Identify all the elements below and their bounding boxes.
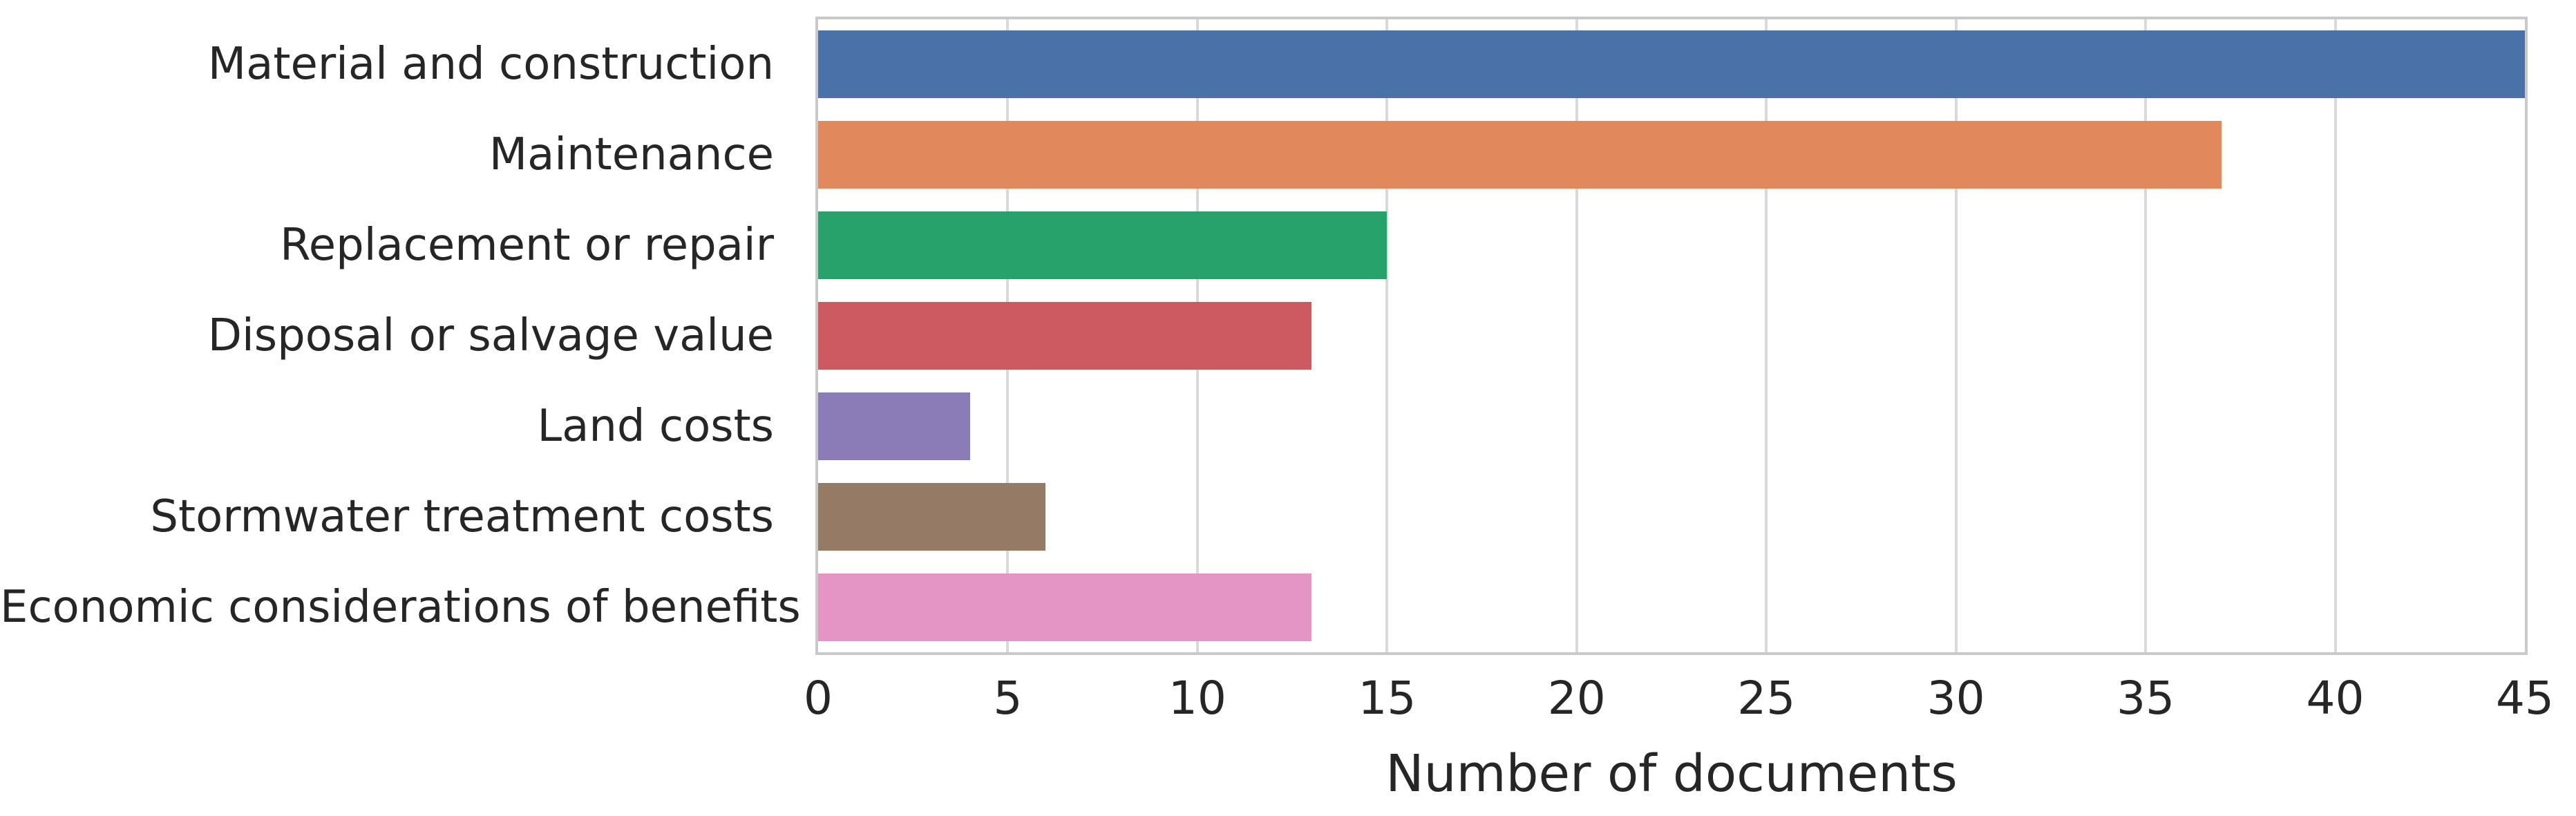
x-tick-label-35: 35 [2116, 672, 2175, 725]
x-tick-label-0: 0 [804, 672, 833, 725]
gridline-x-40 [2333, 19, 2337, 652]
bar-stormwater-treatment-costs [818, 482, 1046, 551]
category-label: Replacement or repair [280, 220, 774, 272]
gridline-x-20 [1575, 19, 1578, 652]
bar-economic-considerations-of-benefits [818, 573, 1311, 641]
category-label: Disposal or salvage value [207, 310, 774, 361]
x-axis-title: Number of documents [1385, 744, 1958, 804]
gridline-x-25 [1765, 19, 1768, 652]
bar-maintenance [818, 121, 2222, 189]
x-tick-label-15: 15 [1358, 672, 1417, 725]
x-tick-label-40: 40 [2306, 672, 2365, 725]
category-label: Material and construction [207, 39, 774, 91]
gridline-x-15 [1385, 19, 1389, 652]
x-tick-label-10: 10 [1168, 672, 1227, 725]
bar-replacement-or-repair [818, 211, 1388, 280]
gridline-x-35 [2144, 19, 2148, 652]
bar-material-and-construction [818, 30, 2525, 99]
category-label: Economic considerations of benefits [0, 581, 801, 633]
x-tick-label-45: 45 [2496, 672, 2554, 725]
x-tick-label-25: 25 [1737, 672, 1796, 725]
y-axis-category-labels: Material and construction Maintenance Repl… [0, 17, 801, 655]
category-label: Stormwater treatment costs [150, 491, 774, 542]
bar-disposal-or-salvage-value [818, 302, 1311, 370]
x-tick-label-5: 5 [993, 672, 1023, 725]
bar-land-costs [818, 392, 970, 460]
plot-area [815, 17, 2528, 655]
x-axis-tick-labels: 0 5 10 15 20 25 30 35 40 45 [0, 676, 2576, 738]
x-tick-label-30: 30 [1926, 672, 1985, 725]
category-label: Land costs [537, 400, 774, 452]
x-tick-label-20: 20 [1547, 672, 1606, 725]
category-label: Maintenance [489, 129, 774, 181]
gridline-x-30 [1954, 19, 1958, 652]
